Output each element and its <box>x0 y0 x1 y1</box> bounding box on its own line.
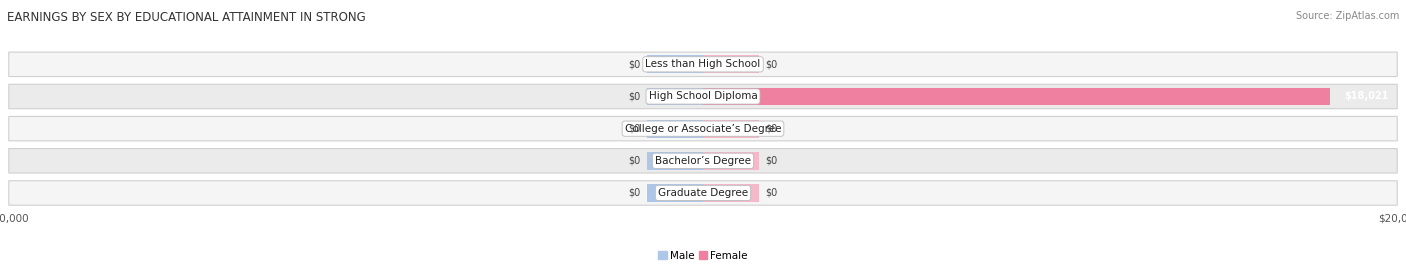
Text: $0: $0 <box>628 59 640 69</box>
Text: $0: $0 <box>628 91 640 102</box>
Text: Source: ZipAtlas.com: Source: ZipAtlas.com <box>1295 11 1399 21</box>
Text: $0: $0 <box>628 124 640 134</box>
Text: Less than High School: Less than High School <box>645 59 761 69</box>
FancyBboxPatch shape <box>8 116 1398 141</box>
Text: $0: $0 <box>766 156 778 166</box>
Bar <box>703 88 1330 105</box>
Text: $0: $0 <box>766 124 778 134</box>
Bar <box>647 88 703 105</box>
Text: $0: $0 <box>628 156 640 166</box>
Text: College or Associate’s Degree: College or Associate’s Degree <box>624 124 782 134</box>
Bar <box>703 120 759 137</box>
Legend: Male, Female: Male, Female <box>654 247 752 265</box>
FancyBboxPatch shape <box>8 148 1398 173</box>
Text: $18,021: $18,021 <box>1344 91 1389 102</box>
Text: EARNINGS BY SEX BY EDUCATIONAL ATTAINMENT IN STRONG: EARNINGS BY SEX BY EDUCATIONAL ATTAINMEN… <box>7 11 366 24</box>
Text: Bachelor’s Degree: Bachelor’s Degree <box>655 156 751 166</box>
Bar <box>703 184 759 202</box>
FancyBboxPatch shape <box>8 181 1398 205</box>
FancyBboxPatch shape <box>8 84 1398 109</box>
Text: $0: $0 <box>766 59 778 69</box>
Text: Graduate Degree: Graduate Degree <box>658 188 748 198</box>
Text: $0: $0 <box>766 188 778 198</box>
Bar <box>703 55 759 73</box>
Bar <box>647 55 703 73</box>
Bar <box>647 120 703 137</box>
Bar <box>647 184 703 202</box>
Text: High School Diploma: High School Diploma <box>648 91 758 102</box>
Bar <box>647 152 703 170</box>
Bar <box>703 152 759 170</box>
Text: $0: $0 <box>628 188 640 198</box>
FancyBboxPatch shape <box>8 52 1398 77</box>
